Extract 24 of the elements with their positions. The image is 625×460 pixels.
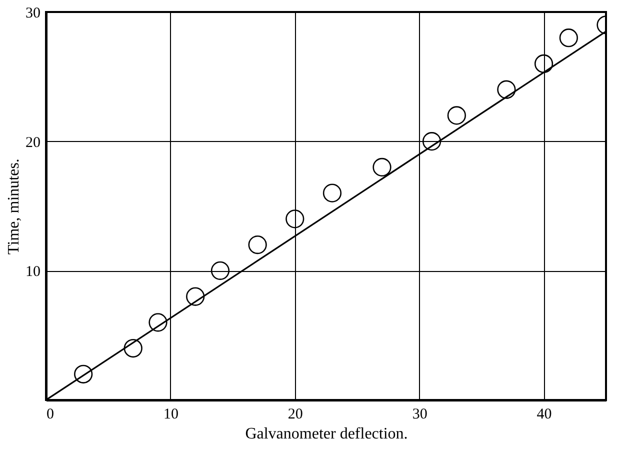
x-tick-label: 10 — [163, 406, 178, 422]
x-tick-label: 30 — [412, 406, 428, 422]
point — [447, 106, 466, 125]
y-tick-label: 30 — [26, 6, 40, 22]
point — [497, 80, 516, 99]
point — [74, 364, 93, 384]
point — [248, 236, 267, 254]
x-tick-label: 20 — [288, 406, 303, 422]
x-tick-label: 40 — [536, 406, 552, 422]
point — [124, 338, 142, 358]
point — [186, 287, 205, 306]
point — [210, 261, 230, 280]
y-tick-label: 10 — [26, 264, 40, 280]
point — [559, 28, 578, 48]
point — [322, 184, 342, 202]
x-axis-title: Galvanometer deflection. — [245, 426, 408, 442]
point — [534, 54, 554, 74]
x-tick-label: 0 — [46, 406, 54, 422]
y-tick-label: 20 — [26, 134, 40, 151]
point — [286, 210, 304, 228]
point — [372, 158, 392, 176]
point — [422, 132, 442, 151]
point — [148, 313, 168, 332]
y-axis-title: Time, minutes. — [6, 158, 22, 254]
